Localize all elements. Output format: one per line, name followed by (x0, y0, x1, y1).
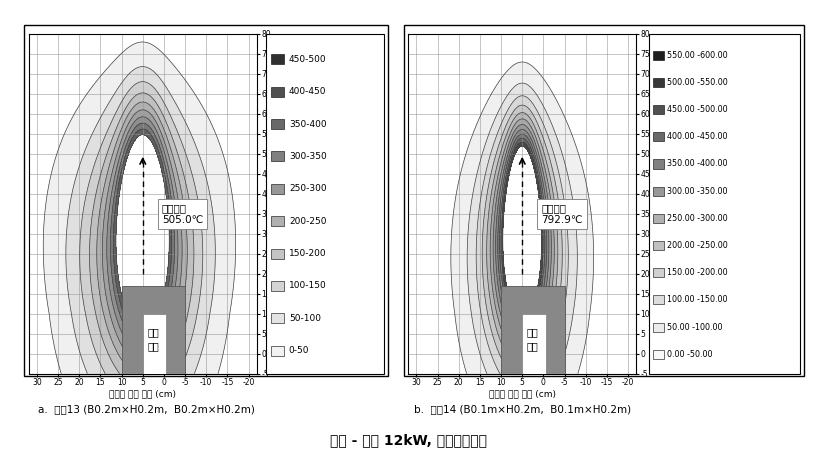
Text: 250-300: 250-300 (289, 184, 326, 193)
Text: 400-450: 400-450 (289, 87, 326, 96)
Bar (522, 314, 546, 374)
Text: 0.00 -50.00: 0.00 -50.00 (667, 350, 713, 359)
Text: 450.00 -500.00: 450.00 -500.00 (667, 105, 728, 114)
Text: 450-500: 450-500 (289, 55, 326, 64)
Text: 내부온도
792.9℃: 내부온도 792.9℃ (541, 203, 583, 225)
Text: 150-200: 150-200 (289, 249, 326, 258)
Bar (501, 286, 565, 374)
Text: 300.00 -350.00: 300.00 -350.00 (667, 187, 728, 196)
Text: 250.00 -300.00: 250.00 -300.00 (667, 214, 728, 223)
Text: 200-250: 200-250 (289, 217, 326, 226)
Text: 개구: 개구 (527, 341, 539, 351)
Text: 조건 - 화원 12kW, 양측개구일때: 조건 - 화원 12kW, 양측개구일때 (330, 433, 486, 447)
Text: 0-50: 0-50 (289, 346, 309, 355)
Text: 300-350: 300-350 (289, 152, 326, 161)
Text: 50.00 -100.00: 50.00 -100.00 (667, 323, 723, 332)
Text: 400.00 -450.00: 400.00 -450.00 (667, 132, 728, 141)
Text: b.  실험14 (B0.1m×H0.2m,  B0.1m×H0.2m): b. 실험14 (B0.1m×H0.2m, B0.1m×H0.2m) (414, 404, 631, 414)
Text: 내부온도
505.0℃: 내부온도 505.0℃ (162, 203, 203, 225)
Y-axis label: 열전대 설치 간격 (cm): 열전대 설치 간격 (cm) (653, 170, 662, 237)
Y-axis label: 열전대 설치 간격 (cm): 열전대 설치 간격 (cm) (273, 170, 282, 237)
Bar (122, 286, 185, 374)
Text: 200.00 -250.00: 200.00 -250.00 (667, 241, 728, 250)
Text: 개구: 개구 (148, 341, 159, 351)
Text: 양측: 양측 (527, 327, 539, 337)
Text: 550.00 -600.00: 550.00 -600.00 (667, 51, 728, 60)
Text: 50-100: 50-100 (289, 314, 321, 323)
Text: 양측: 양측 (148, 327, 159, 337)
Bar (143, 314, 166, 374)
Text: 350-400: 350-400 (289, 120, 326, 129)
Text: 100.00 -150.00: 100.00 -150.00 (667, 295, 728, 304)
Text: 500.00 -550.00: 500.00 -550.00 (667, 78, 728, 87)
Text: 100-150: 100-150 (289, 281, 326, 290)
X-axis label: 열전대 설치 간격 (cm): 열전대 설치 간격 (cm) (489, 390, 556, 399)
X-axis label: 열전대 설치 간격 (cm): 열전대 설치 간격 (cm) (109, 390, 176, 399)
Text: 150.00 -200.00: 150.00 -200.00 (667, 268, 728, 277)
Text: a.  실험13 (B0.2m×H0.2m,  B0.2m×H0.2m): a. 실험13 (B0.2m×H0.2m, B0.2m×H0.2m) (38, 404, 255, 414)
Text: 350.00 -400.00: 350.00 -400.00 (667, 159, 728, 169)
